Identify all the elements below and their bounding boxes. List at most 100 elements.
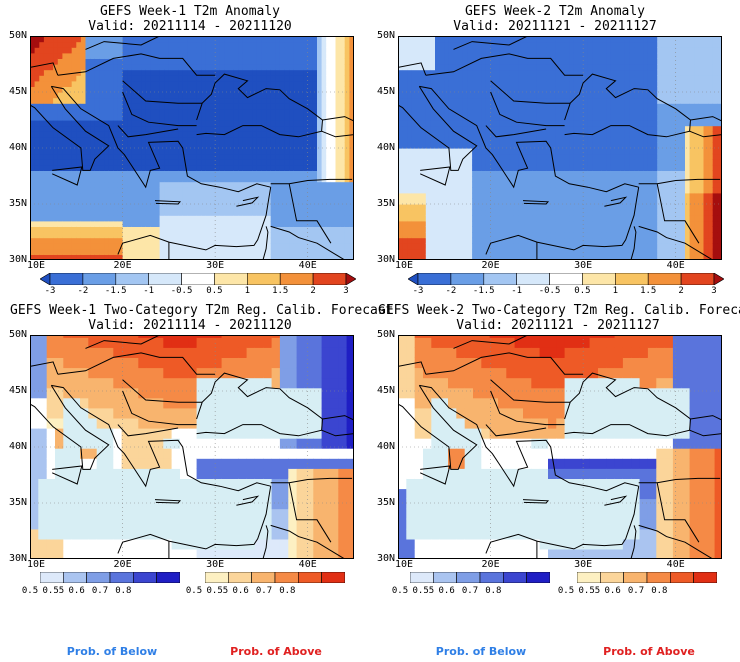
lon-label: 40E bbox=[298, 260, 317, 271]
colorbar-tick-label: -3 bbox=[412, 286, 424, 296]
lat-label: 45N bbox=[8, 385, 27, 396]
colorbar-swatch bbox=[40, 572, 64, 583]
colorbar-swatch bbox=[408, 273, 419, 285]
colorbar-tick-label: 3 bbox=[711, 286, 717, 296]
panel1-title-line2: Valid: 20211114 - 20211120 bbox=[88, 19, 292, 34]
panel2-title: GEFS Week-2 T2m Anomaly Valid: 20211121 -… bbox=[385, 4, 725, 34]
colorbar-swatch bbox=[247, 273, 281, 285]
colorbar-swatch bbox=[82, 273, 117, 285]
week1-prob-above-colorbar bbox=[205, 572, 345, 583]
colorbar-swatch bbox=[479, 572, 504, 583]
colorbar-swatch bbox=[109, 572, 134, 583]
colorbar-tick-label: 1.5 bbox=[272, 286, 289, 296]
lon-label: 20E bbox=[481, 260, 500, 271]
panel3-title: GEFS Week-1 Two-Category T2m Reg. Calib.… bbox=[10, 303, 394, 333]
colorbar-tick-label: 2 bbox=[678, 286, 684, 296]
map-frame bbox=[30, 335, 354, 559]
colorbar-tick-label: 0.8 bbox=[651, 586, 668, 596]
lat-label: 50N bbox=[376, 30, 395, 41]
colorbar-swatch bbox=[693, 572, 717, 583]
lat-label: 30N bbox=[8, 553, 27, 564]
colorbar-tick-label: 0.6 bbox=[438, 586, 455, 596]
lat-label: 45N bbox=[8, 86, 27, 97]
panel4-title-line2: Valid: 20211121 - 20211127 bbox=[456, 318, 660, 333]
week1-prob-below-colorbar bbox=[40, 572, 180, 583]
colorbar-swatch bbox=[156, 572, 180, 583]
colorbar-swatch bbox=[647, 273, 682, 285]
colorbar-swatch bbox=[115, 273, 150, 285]
colorbar-tick-label: 2 bbox=[310, 286, 316, 296]
colorbar-tick-label: -2 bbox=[77, 286, 89, 296]
colorbar-swatch bbox=[181, 273, 215, 285]
colorbar-tick-label: 0.7 bbox=[255, 586, 273, 596]
colorbar-tick-label: 0.5 bbox=[557, 586, 575, 596]
panel4-title: GEFS Week-2 Two-Category T2m Reg. Calib.… bbox=[378, 303, 740, 333]
week2-anomaly-colorbar bbox=[408, 273, 724, 285]
lat-label: 30N bbox=[376, 553, 395, 564]
colorbar-tick-label: 0.55 bbox=[42, 586, 65, 596]
colorbar-tick-label: -0.5 bbox=[170, 286, 193, 296]
lat-label: 35N bbox=[8, 198, 27, 209]
colorbar-tick-label: -1 bbox=[511, 286, 523, 296]
colorbar-swatch bbox=[312, 273, 347, 285]
coastlines bbox=[398, 36, 722, 260]
graticule bbox=[30, 335, 354, 559]
week1-probability-map bbox=[30, 335, 354, 559]
week2-anomaly-map bbox=[398, 36, 722, 260]
week2-prob-below-legend: Prob. of Below bbox=[435, 645, 527, 658]
panel3-title-line1: GEFS Week-1 Two-Category T2m Reg. Calib.… bbox=[10, 303, 394, 318]
lat-label: 45N bbox=[376, 86, 395, 97]
colorbar-swatch bbox=[516, 273, 550, 285]
colorbar-tick-label: 0.7 bbox=[627, 586, 645, 596]
lon-label: 40E bbox=[666, 260, 685, 271]
coastlines bbox=[30, 36, 354, 260]
colorbar-tick-label: 0.5 bbox=[185, 586, 203, 596]
colorbar-tick-label: -3 bbox=[44, 286, 56, 296]
colorbar-swatch bbox=[251, 572, 276, 583]
lon-label: 40E bbox=[666, 559, 685, 570]
colorbar-swatch bbox=[148, 273, 182, 285]
coastlines bbox=[30, 335, 354, 559]
colorbar-swatch bbox=[526, 572, 550, 583]
lat-label: 35N bbox=[8, 497, 27, 508]
coastlines bbox=[398, 335, 722, 559]
colorbar-swatch bbox=[279, 273, 314, 285]
lon-label: 20E bbox=[481, 559, 500, 570]
panel4-title-line1: GEFS Week-2 Two-Category T2m Reg. Calib.… bbox=[378, 303, 740, 318]
colorbar-swatch bbox=[680, 273, 715, 285]
lon-label: 10E bbox=[394, 559, 414, 570]
colorbar-swatch bbox=[646, 572, 671, 583]
colorbar-swatch bbox=[62, 572, 87, 583]
colorbar-swatch bbox=[205, 572, 229, 583]
lon-label: 30E bbox=[206, 559, 225, 570]
colorbar-swatch bbox=[456, 572, 481, 583]
colorbar-swatch bbox=[577, 572, 601, 583]
colorbar-tick-label: 0.6 bbox=[68, 586, 85, 596]
lon-label: 10E bbox=[26, 559, 46, 570]
colorbar-tick-label: 0.8 bbox=[485, 586, 502, 596]
lat-label: 40N bbox=[376, 441, 395, 452]
lon-label: 10E bbox=[26, 260, 46, 271]
colorbar-swatch bbox=[582, 273, 616, 285]
colorbar-swatch bbox=[40, 273, 51, 285]
week2-prob-above-colorbar bbox=[577, 572, 717, 583]
colorbar-swatch bbox=[432, 572, 457, 583]
colorbar-tick-label: 0.5 bbox=[574, 286, 591, 296]
colorbar-tick-label: -1.5 bbox=[472, 286, 495, 296]
colorbar-tick-label: 1 bbox=[612, 286, 619, 296]
colorbar-tick-label: 0.8 bbox=[115, 586, 132, 596]
week2-prob-above-legend: Prob. of Above bbox=[603, 645, 695, 658]
colorbar-swatch bbox=[549, 273, 583, 285]
map-frame bbox=[398, 36, 722, 260]
panel2-title-line2: Valid: 20211121 - 20211127 bbox=[453, 19, 657, 34]
colorbar-swatch bbox=[483, 273, 518, 285]
week1-prob-below-legend: Prob. of Below bbox=[66, 645, 158, 658]
graticule bbox=[398, 335, 722, 559]
lon-label: 20E bbox=[113, 260, 132, 271]
lon-label: 10E bbox=[394, 260, 414, 271]
colorbar-swatch bbox=[615, 273, 649, 285]
colorbar-tick-label: 3 bbox=[343, 286, 349, 296]
colorbar-tick-label: -1 bbox=[143, 286, 155, 296]
lat-label: 30N bbox=[8, 254, 27, 265]
colorbar-swatch bbox=[321, 572, 345, 583]
